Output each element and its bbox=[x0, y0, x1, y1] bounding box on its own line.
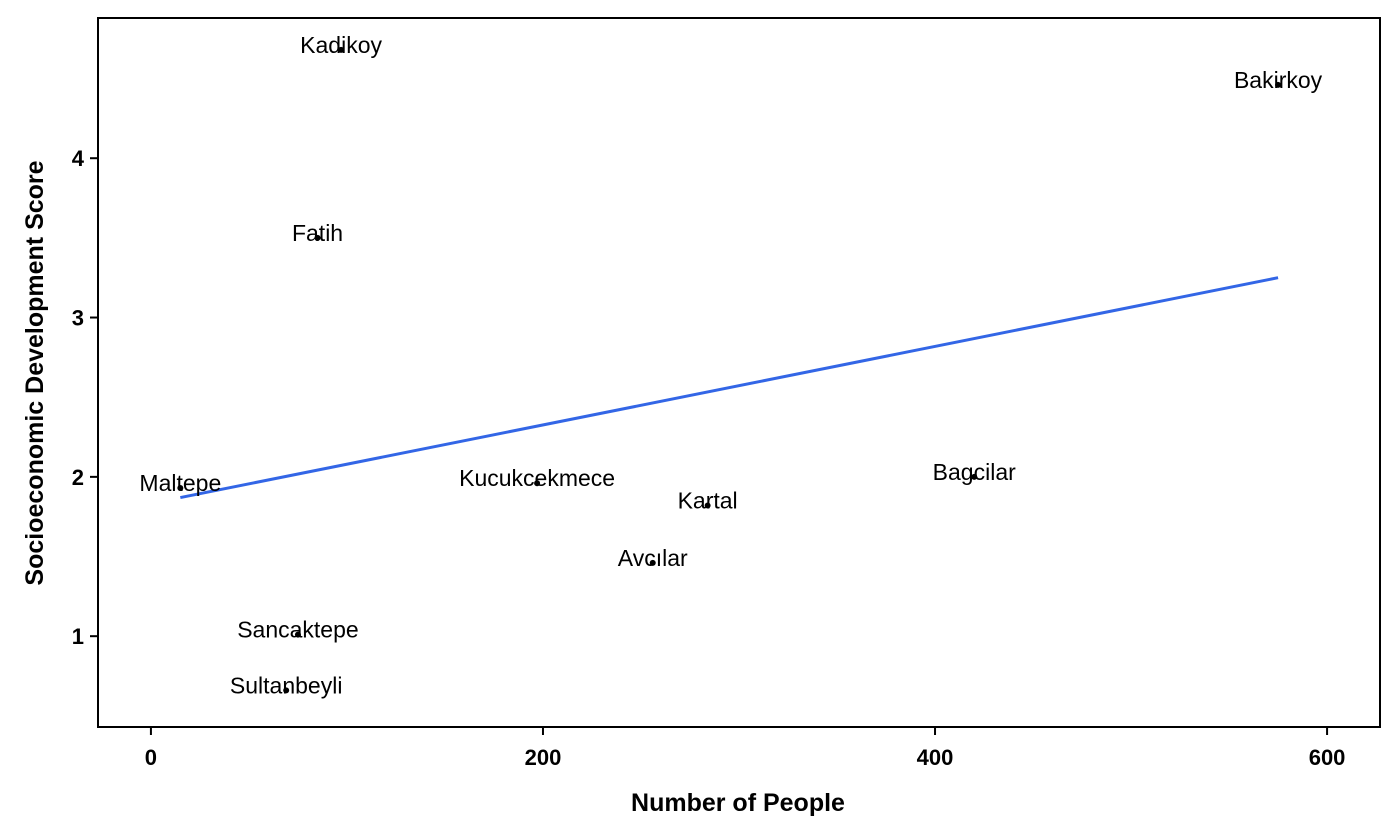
x-tick-label: 400 bbox=[917, 745, 954, 770]
point-label: Kartal bbox=[678, 488, 738, 514]
point-label: Fatih bbox=[292, 220, 343, 246]
trend-line bbox=[180, 276, 1279, 500]
data-point bbox=[283, 687, 290, 694]
y-tick-label: 1 bbox=[72, 624, 84, 649]
x-tick-label: 200 bbox=[525, 745, 562, 770]
data-point bbox=[294, 631, 301, 638]
x-axis: 0 200 400 600 bbox=[145, 727, 1346, 770]
point-label: Kucukcekmece bbox=[459, 465, 615, 491]
point-label: Bakirkoy bbox=[1234, 67, 1323, 93]
point-label: Sultanbeyli bbox=[230, 672, 343, 698]
point-label: Maltepe bbox=[139, 470, 221, 496]
plot-panel-border bbox=[97, 17, 1381, 728]
x-tick-label: 0 bbox=[145, 745, 157, 770]
data-point bbox=[338, 46, 345, 53]
x-tick-label: 600 bbox=[1309, 745, 1346, 770]
data-point bbox=[314, 234, 321, 241]
data-point bbox=[1275, 81, 1282, 88]
y-tick-label: 3 bbox=[72, 306, 84, 331]
data-point bbox=[971, 473, 978, 480]
data-point bbox=[704, 502, 711, 509]
data-point bbox=[649, 559, 656, 566]
point-label: Sancaktepe bbox=[237, 617, 358, 643]
y-tick-label: 4 bbox=[72, 146, 85, 171]
y-axis-title: Socioeconomic Development Score bbox=[21, 160, 49, 585]
x-axis-title: Number of People bbox=[631, 789, 845, 817]
y-tick-label: 2 bbox=[72, 465, 84, 490]
point-label: Bagcilar bbox=[933, 459, 1016, 485]
point-label: Kadikoy bbox=[300, 32, 382, 58]
data-point bbox=[177, 485, 184, 492]
point-label: Avcılar bbox=[618, 545, 688, 571]
data-points: Kadikoy Bakirkoy Fatih Maltepe Kucukcekmece K… bbox=[139, 32, 1322, 698]
y-axis: 1 2 3 4 bbox=[72, 146, 98, 649]
data-point bbox=[534, 480, 541, 487]
